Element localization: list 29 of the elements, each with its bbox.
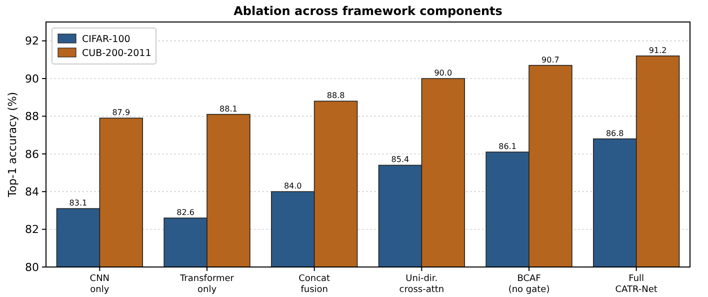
y-tick-label: 92	[25, 34, 39, 48]
x-tick-label: CNN only	[90, 274, 110, 295]
data-label: 88.8	[326, 91, 345, 100]
x-tick-label: Transformer only	[178, 274, 234, 295]
x-tick-label: Full CATR-Net	[615, 274, 658, 295]
data-label: 86.8	[606, 128, 624, 138]
x-tick-label: Concat fusion	[298, 274, 331, 295]
y-axis-title: Top-1 accuracy (%)	[6, 92, 19, 198]
data-label: 87.9	[112, 108, 130, 118]
data-label: 86.1	[498, 142, 516, 152]
data-label: 88.1	[220, 104, 238, 114]
y-tick-label: 90	[25, 72, 39, 86]
data-label: 90.7	[542, 55, 560, 64]
y-tick-label: 86	[25, 148, 39, 161]
legend-label: CUB-200-2011	[82, 48, 152, 59]
legend-label: CIFAR-100	[82, 34, 130, 45]
data-label: 82.6	[176, 208, 194, 217]
data-label: 83.1	[69, 198, 88, 208]
chart-title: Ablation across framework components	[234, 4, 502, 18]
data-label: 84.0	[284, 182, 302, 191]
y-tick-label: 88	[25, 110, 39, 124]
data-label: 85.4	[391, 155, 410, 164]
y-tick-label: 84	[25, 185, 39, 198]
data-label: 90.0	[434, 68, 452, 78]
y-tick-label: 82	[25, 223, 39, 236]
x-tick-label: Uni-dir. cross-attn	[399, 274, 444, 295]
y-tick-label: 80	[25, 260, 39, 274]
x-tick-label: BCAF (no gate)	[508, 274, 550, 295]
data-label: 91.2	[648, 46, 667, 55]
